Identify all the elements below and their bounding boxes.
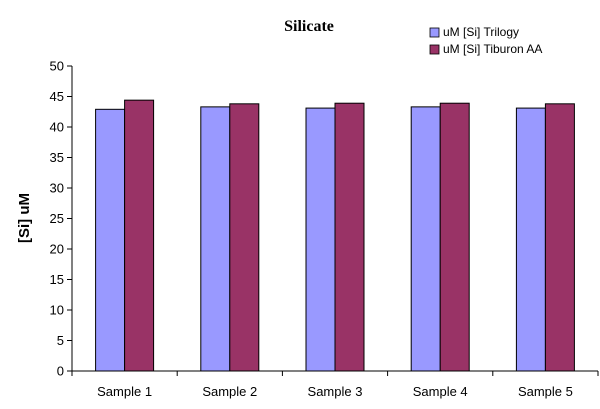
y-tick-label: 15: [50, 272, 64, 287]
y-tick-label: 50: [50, 59, 64, 74]
legend-swatch-trilogy: [429, 27, 440, 38]
y-tick-label: 45: [50, 89, 64, 104]
bar-tiburon-3: [334, 102, 365, 372]
y-tick-label: 10: [50, 303, 64, 318]
bar-tiburon-4: [439, 102, 470, 372]
bar-tiburon-1: [124, 99, 155, 372]
legend-label-trilogy: uM [Si] Trilogy: [443, 25, 519, 39]
bar-trilogy-5: [515, 107, 546, 372]
bar-trilogy-1: [95, 108, 126, 372]
x-tick-label: Sample 4: [413, 384, 468, 399]
y-tick-label: 25: [50, 211, 64, 226]
y-tick-label: 20: [50, 242, 64, 257]
legend-swatch-tiburon: [429, 44, 440, 55]
x-tick-label: Sample 5: [518, 384, 573, 399]
x-tick-label: Sample 2: [202, 384, 257, 399]
y-tick-label: 0: [57, 364, 64, 379]
chart-title: Silicate: [284, 18, 334, 35]
y-tick-label: 30: [50, 181, 64, 196]
y-tick-label: 35: [50, 150, 64, 165]
y-axis-label: [Si] uM: [16, 193, 33, 243]
legend-label-tiburon: uM [Si] Tiburon AA: [443, 42, 542, 56]
bar-trilogy-2: [200, 106, 231, 372]
bar-trilogy-3: [305, 107, 336, 372]
y-ticks: 0 5 10 15 20 25 30 35 40 45 50: [50, 59, 72, 379]
bars: [95, 99, 575, 372]
x-tick-label: Sample 1: [97, 384, 152, 399]
legend: uM [Si] Trilogy uM [Si] Tiburon AA: [429, 25, 542, 56]
y-tick-label: 5: [57, 333, 64, 348]
x-ticks: Sample 1 Sample 2 Sample 3 Sample 4 Sample 5: [71, 371, 599, 399]
bar-tiburon-2: [229, 103, 260, 372]
y-tick-label: 40: [50, 120, 64, 135]
x-tick-label: Sample 3: [308, 384, 363, 399]
bar-trilogy-4: [410, 106, 441, 372]
bar-tiburon-5: [544, 103, 575, 372]
